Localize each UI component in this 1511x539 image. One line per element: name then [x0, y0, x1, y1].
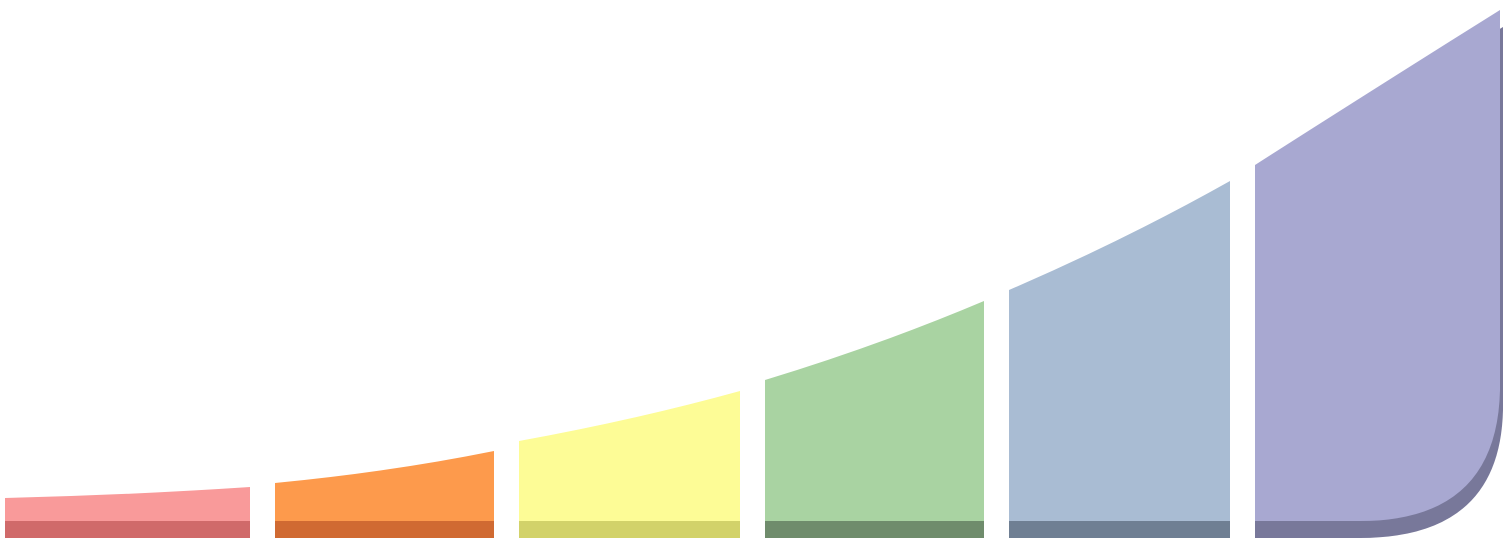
step-face [1255, 10, 1500, 521]
step-base [275, 521, 494, 538]
step-base [5, 521, 250, 538]
step-face [765, 301, 984, 521]
step-face [275, 451, 494, 521]
step-face [519, 391, 740, 521]
step-base [519, 521, 740, 538]
step-face [1009, 181, 1230, 521]
step-base [1009, 521, 1230, 538]
step-face [5, 487, 250, 521]
step-base [765, 521, 984, 538]
